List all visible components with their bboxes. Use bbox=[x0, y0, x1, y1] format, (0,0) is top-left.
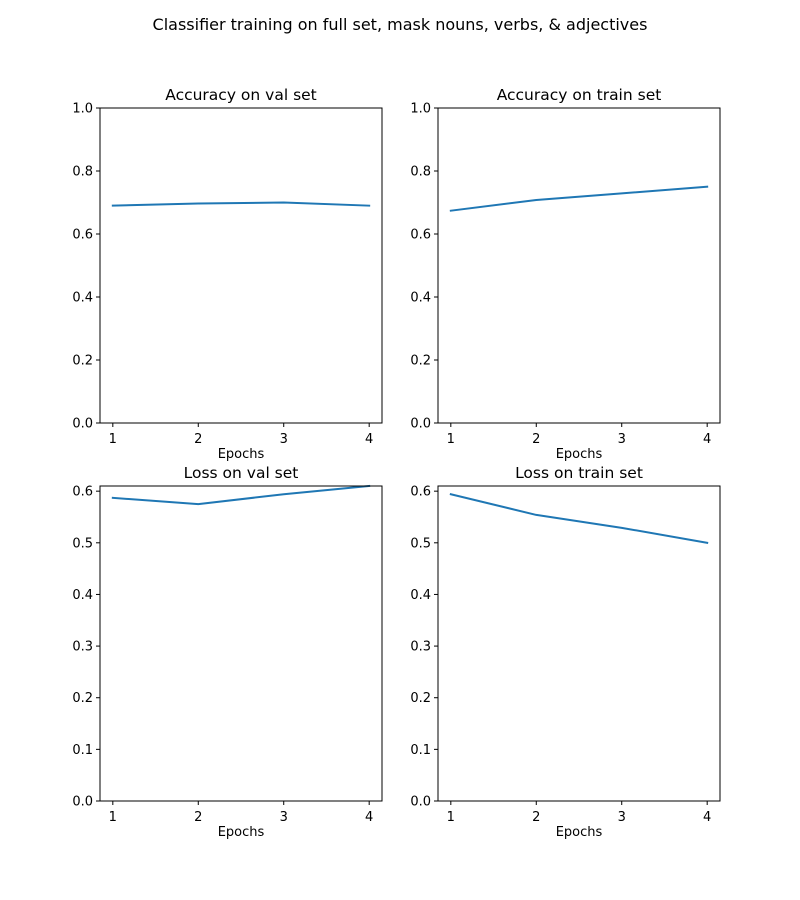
train-accuracy-panel: 0.0 0.2 0.4 0.6 0.8 1.0 1 2 3 4 Accuracy on train … bbox=[410, 86, 721, 462]
train-loss-ytick-label: 0.4 bbox=[410, 588, 431, 603]
train-accuracy-ytick-label: 0.4 bbox=[410, 291, 431, 306]
figure-title: Classifier training on full set, mask no… bbox=[153, 15, 648, 34]
train-loss-ytick-label: 0.1 bbox=[410, 743, 431, 758]
val-loss-ytick-label: 0.6 bbox=[72, 485, 93, 500]
train-accuracy-ytick-label: 0.2 bbox=[410, 354, 431, 369]
train-accuracy-axes-frame bbox=[437, 107, 721, 424]
train-loss-xtick-label: 2 bbox=[532, 810, 540, 825]
train-accuracy-xtick-label: 3 bbox=[618, 432, 626, 447]
val-loss-xlabel: Epochs bbox=[218, 825, 265, 840]
val-accuracy-ytick-label: 0.8 bbox=[72, 165, 93, 180]
train-loss-ytick-label: 0.2 bbox=[410, 691, 431, 706]
val-accuracy-xlabel: Epochs bbox=[218, 447, 265, 462]
train-accuracy-ytick-label: 1.0 bbox=[410, 102, 431, 117]
val-loss-xtick-label: 4 bbox=[365, 810, 373, 825]
train-loss-ytick-label: 0.3 bbox=[410, 640, 431, 655]
train-loss-xtick-label: 4 bbox=[703, 810, 711, 825]
train-loss-ytick-label: 0.5 bbox=[410, 536, 431, 551]
val-loss-panel: 0.0 0.1 0.2 0.3 0.4 0.5 0.6 1 2 3 4 Loss on val set… bbox=[72, 464, 383, 840]
val-loss-series-line bbox=[111, 484, 371, 506]
train-loss-title: Loss on train set bbox=[515, 464, 643, 482]
train-accuracy-ytick-label: 0.6 bbox=[410, 228, 431, 243]
val-accuracy-ytick-label: 0.4 bbox=[72, 291, 93, 306]
val-accuracy-xtick-label: 2 bbox=[194, 432, 202, 447]
train-accuracy-title: Accuracy on train set bbox=[497, 86, 662, 104]
train-loss-xlabel: Epochs bbox=[556, 825, 603, 840]
train-loss-axes-frame bbox=[437, 485, 721, 802]
val-accuracy-title: Accuracy on val set bbox=[165, 86, 317, 104]
val-loss-ytick-label: 0.4 bbox=[72, 588, 93, 603]
val-loss-xtick-label: 1 bbox=[109, 810, 117, 825]
val-accuracy-ytick-label: 0.2 bbox=[72, 354, 93, 369]
val-loss-xtick-label: 2 bbox=[194, 810, 202, 825]
val-accuracy-ytick-label: 0.6 bbox=[72, 228, 93, 243]
train-loss-ytick-label: 0.6 bbox=[410, 485, 431, 500]
train-accuracy-xtick-label: 4 bbox=[703, 432, 711, 447]
val-loss-axes-frame bbox=[99, 485, 383, 802]
train-accuracy-xtick-label: 2 bbox=[532, 432, 540, 447]
train-accuracy-ytick-label: 0.0 bbox=[410, 417, 431, 432]
val-accuracy-xtick-label: 3 bbox=[280, 432, 288, 447]
val-accuracy-xtick-label: 4 bbox=[365, 432, 373, 447]
val-accuracy-ytick-label: 1.0 bbox=[72, 102, 93, 117]
train-loss-xtick-label: 3 bbox=[618, 810, 626, 825]
val-loss-title: Loss on val set bbox=[184, 464, 299, 482]
val-loss-ytick-label: 0.0 bbox=[72, 795, 93, 810]
val-accuracy-axes-frame bbox=[99, 107, 383, 424]
val-loss-ytick-label: 0.2 bbox=[72, 691, 93, 706]
val-accuracy-ytick-label: 0.0 bbox=[72, 417, 93, 432]
val-loss-ytick-label: 0.5 bbox=[72, 536, 93, 551]
val-loss-ytick-label: 0.1 bbox=[72, 743, 93, 758]
train-loss-ytick-label: 0.0 bbox=[410, 795, 431, 810]
train-accuracy-xtick-label: 1 bbox=[447, 432, 455, 447]
val-accuracy-panel: 0.0 0.2 0.4 0.6 0.8 1.0 1 2 3 4 Accuracy on val se… bbox=[72, 86, 383, 462]
train-loss-panel: 0.0 0.1 0.2 0.3 0.4 0.5 0.6 1 2 3 4 Loss on train s… bbox=[410, 464, 721, 840]
val-accuracy-xtick-label: 1 bbox=[109, 432, 117, 447]
train-accuracy-series-line bbox=[449, 185, 709, 212]
val-loss-xtick-label: 3 bbox=[280, 810, 288, 825]
train-loss-series-line bbox=[449, 493, 709, 544]
train-accuracy-ytick-label: 0.8 bbox=[410, 165, 431, 180]
train-accuracy-xlabel: Epochs bbox=[556, 447, 603, 462]
val-loss-ytick-label: 0.3 bbox=[72, 640, 93, 655]
val-accuracy-series-line bbox=[111, 201, 371, 207]
train-loss-xtick-label: 1 bbox=[447, 810, 455, 825]
